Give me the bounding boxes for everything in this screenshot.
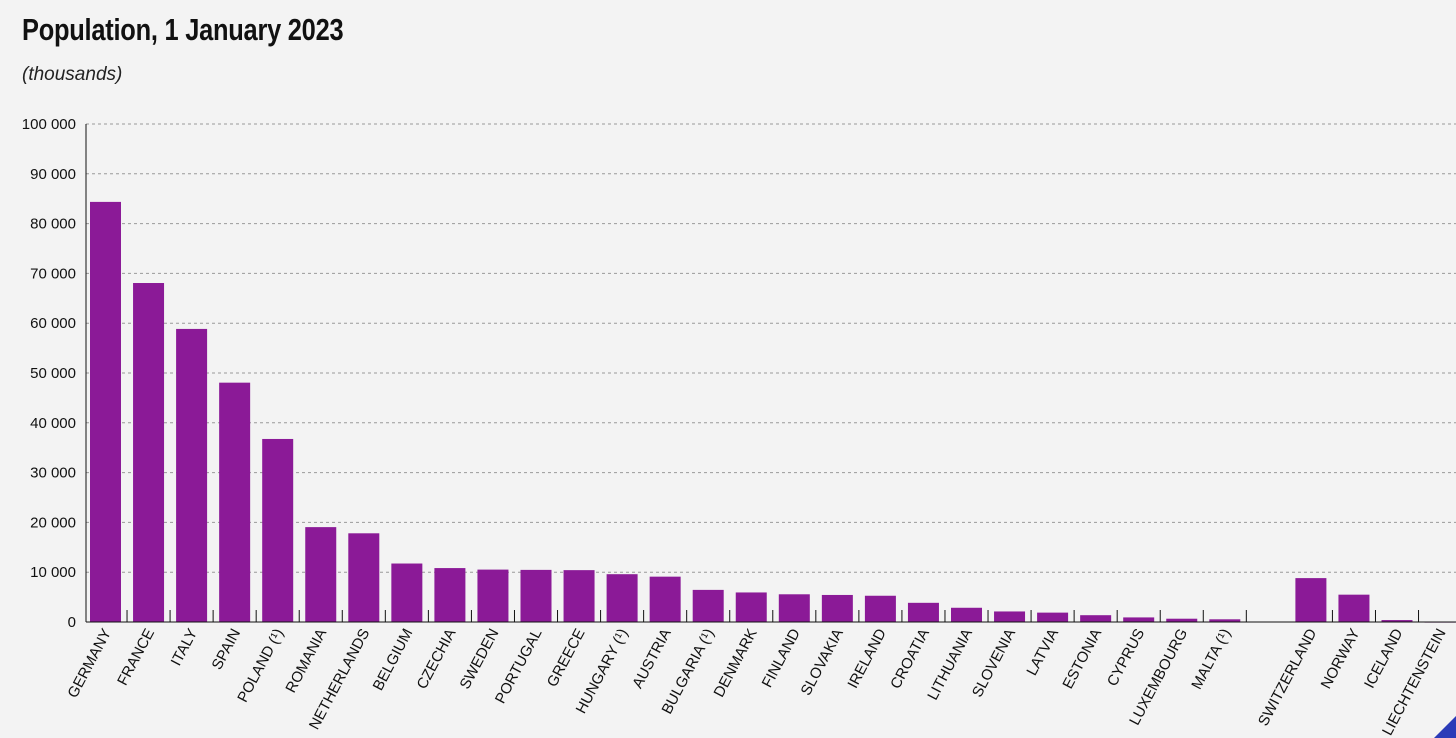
bar <box>1295 578 1327 622</box>
bar <box>563 570 595 622</box>
category-label: ICELAND <box>1361 626 1407 692</box>
category-label: ROMANIA <box>282 626 330 696</box>
bar <box>176 328 208 622</box>
category-label: MALTA (¹) <box>1188 626 1234 692</box>
gridlines <box>86 123 1456 573</box>
y-tick-label: 20 000 <box>30 514 76 531</box>
bar <box>864 595 896 622</box>
category-label: ITALY <box>168 626 202 669</box>
bar <box>1123 617 1155 622</box>
bar <box>1037 612 1069 622</box>
bar <box>606 574 638 622</box>
bar <box>133 283 165 622</box>
category-label: DENMARK <box>711 626 761 700</box>
category-label: ESTONIA <box>1059 626 1105 692</box>
bar <box>735 592 767 622</box>
bar <box>1381 620 1413 622</box>
y-tick-label: 30 000 <box>30 465 76 482</box>
bar <box>778 594 810 622</box>
y-tick-label: 90 000 <box>30 166 76 183</box>
bar <box>434 568 466 622</box>
bar <box>692 589 724 622</box>
corner-decoration <box>1434 716 1456 738</box>
y-tick-label: 60 000 <box>30 315 76 332</box>
y-tick-label: 50 000 <box>30 365 76 382</box>
category-label: SWITZERLAND <box>1255 626 1321 729</box>
y-tick-label: 80 000 <box>30 216 76 233</box>
bar <box>477 569 509 622</box>
bar <box>391 563 423 622</box>
category-label: NORWAY <box>1318 626 1364 692</box>
bar <box>1209 619 1241 622</box>
bar <box>907 602 939 622</box>
category-label: SLOVAKIA <box>798 626 847 699</box>
bar <box>305 527 337 622</box>
y-tick-label: 0 <box>68 614 76 631</box>
bar <box>1080 615 1112 622</box>
bar <box>90 201 121 622</box>
bar <box>1338 594 1370 622</box>
category-label: GREECE <box>544 626 589 690</box>
bar <box>649 576 681 622</box>
bar <box>1166 618 1198 622</box>
bar <box>994 611 1026 622</box>
axes <box>85 124 1456 623</box>
bar <box>219 382 251 622</box>
bar <box>262 438 294 622</box>
category-label: BELGIUM <box>370 626 417 694</box>
category-label: GERMANY <box>64 626 115 701</box>
y-tick-label: 40 000 <box>30 415 76 432</box>
y-axis-tick-labels: 0 10 000 20 000 30 000 40 000 50 000 60 000 70 … <box>22 116 76 631</box>
chart-title: Population, 1 January 2023 <box>22 12 344 47</box>
y-tick-label: 70 000 <box>30 265 76 282</box>
bar <box>951 607 982 622</box>
bar <box>520 569 552 622</box>
category-label: SPAIN <box>209 626 245 673</box>
category-label: POLAND (¹) <box>234 626 287 705</box>
category-label: CROATIA <box>887 626 933 692</box>
bar <box>348 533 380 622</box>
y-tick-label: 100 000 <box>22 116 76 133</box>
category-label: SWEDEN <box>457 626 503 692</box>
chart-subtitle: (thousands) <box>22 64 123 85</box>
category-label: AUSTRIA <box>629 626 675 691</box>
category-label: LATVIA <box>1023 626 1062 679</box>
category-label: CZECHIA <box>414 626 460 692</box>
category-label: IRELAND <box>844 626 890 692</box>
y-tick-label: 10 000 <box>30 564 76 581</box>
bars <box>90 201 1456 623</box>
category-label: CYPRUS <box>1104 626 1148 689</box>
category-label: FINLAND <box>759 626 804 691</box>
category-label: SLOVENIA <box>969 626 1019 700</box>
bar <box>821 594 853 622</box>
category-label: FRANCE <box>114 626 158 688</box>
